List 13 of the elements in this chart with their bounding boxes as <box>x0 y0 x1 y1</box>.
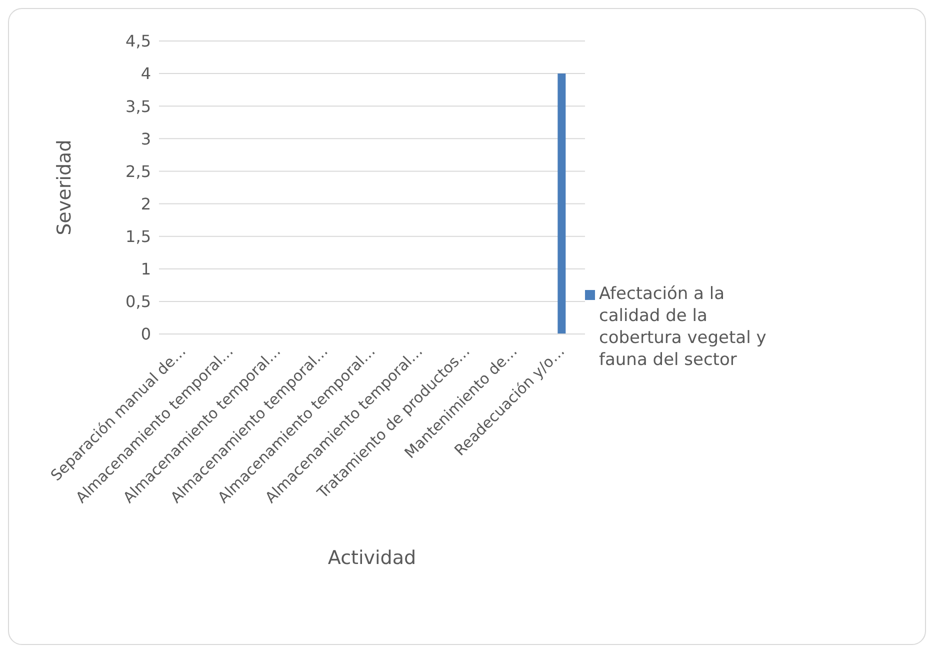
y-tick-label: 1 <box>140 260 151 279</box>
y-tick-label: 3,5 <box>126 96 151 116</box>
x-axis-title: Actividad <box>328 547 416 569</box>
y-tick-label: 4 <box>140 64 151 84</box>
y-tick-label: 2,5 <box>126 162 151 181</box>
y-axis-title: Severidad <box>54 140 76 236</box>
y-tick-label: 4,5 <box>126 32 151 51</box>
y-tick-label: 2 <box>140 194 151 214</box>
y-tick-label: 0 <box>140 324 151 344</box>
y-tick-label: 3 <box>140 129 151 148</box>
legend-label: Afectación a la calidad de la cobertura vegetal y fauna del sector <box>599 282 768 370</box>
y-tick-label: 0,5 <box>126 292 151 312</box>
y-tick-label: 1,5 <box>126 227 151 246</box>
